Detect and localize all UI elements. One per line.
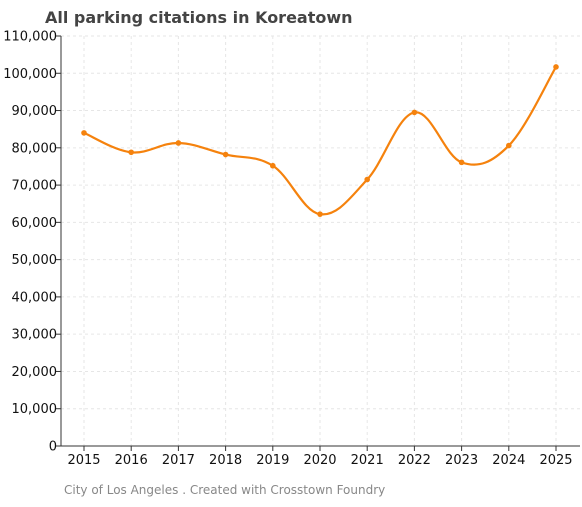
y-tick-label: 70,000 <box>12 179 58 194</box>
source-note: City of Los Angeles . Created with Cross… <box>64 483 386 497</box>
y-tick-label: 0 <box>49 440 57 455</box>
x-tick-label: 2018 <box>209 453 242 468</box>
data-points <box>81 64 559 217</box>
data-point-2022 <box>411 109 418 116</box>
x-tick-label: 2021 <box>351 453 384 468</box>
series-line <box>83 66 557 216</box>
data-point-2016 <box>128 149 134 156</box>
data-point-2023 <box>458 159 465 166</box>
data-point-2025 <box>553 64 559 70</box>
y-tick-label: 60,000 <box>12 216 58 231</box>
x-tick-label: 2015 <box>67 453 100 468</box>
data-point-2024 <box>506 142 512 149</box>
y-tick-label: 20,000 <box>12 365 58 380</box>
y-tick-label: 80,000 <box>12 141 58 156</box>
data-point-2019 <box>270 162 276 169</box>
y-tick-label: 40,000 <box>12 290 58 305</box>
x-tick-label: 2022 <box>398 453 431 468</box>
x-tick-label: 2016 <box>115 453 148 468</box>
data-point-2020 <box>317 211 323 217</box>
y-tick-label: 100,000 <box>3 67 57 82</box>
x-axis-tick-labels: 2015 2016 2017 2018 2019 2020 2021 2022 2023 2024… <box>67 453 572 468</box>
x-tick-label: 2017 <box>162 453 195 468</box>
data-point-2017 <box>175 140 182 146</box>
y-tick-label: 90,000 <box>12 104 58 119</box>
x-tick-label: 2023 <box>445 453 478 468</box>
data-point-2015 <box>81 130 87 136</box>
axes <box>56 35 580 451</box>
y-tick-label: 30,000 <box>12 328 58 343</box>
series-line-path <box>83 66 557 216</box>
x-tick-label: 2020 <box>303 453 336 468</box>
data-point-2021 <box>364 176 371 183</box>
grid-lines <box>61 35 580 446</box>
y-tick-label: 50,000 <box>12 253 58 268</box>
x-tick-label: 2024 <box>492 453 525 468</box>
y-tick-label: 10,000 <box>12 402 58 417</box>
data-point-2018 <box>222 151 229 158</box>
x-tick-label: 2019 <box>256 453 289 468</box>
y-axis-tick-labels: 0 10,000 20,000 30,000 40,000 50,000 60,000 70,… <box>3 30 57 455</box>
x-tick-label: 2025 <box>539 453 572 468</box>
chart-title: All parking citations in Koreatown <box>45 8 353 27</box>
y-tick-label: 110,000 <box>3 30 57 45</box>
